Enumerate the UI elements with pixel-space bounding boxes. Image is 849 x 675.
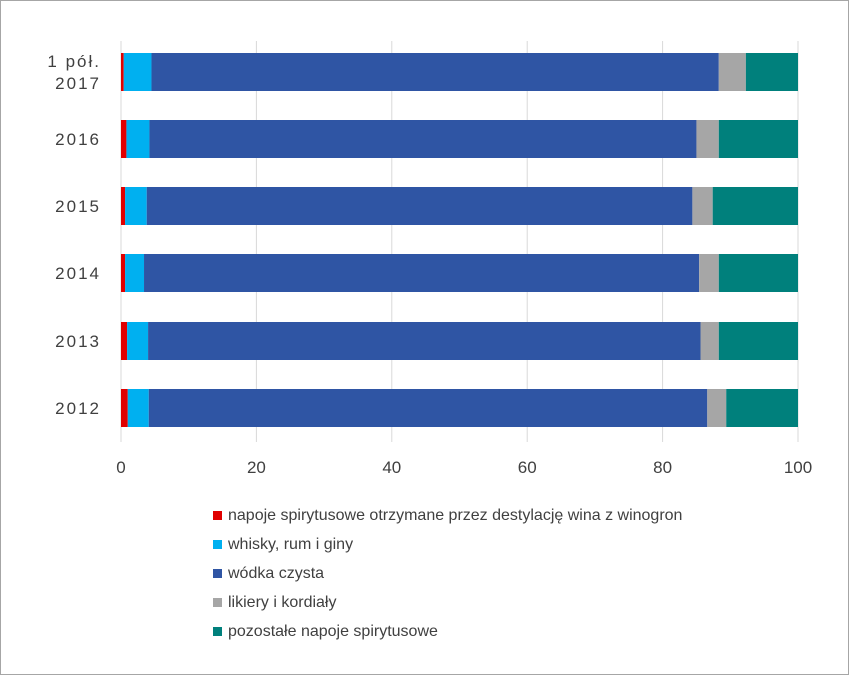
gridlines xyxy=(120,41,799,442)
legend-label-3: likiery i kordiały xyxy=(228,593,337,611)
legend-label-1: whisky, rum i giny xyxy=(228,535,354,553)
bar-segment-1-pół.-2017-series-3 xyxy=(718,53,746,91)
legend-item-3: likiery i kordiały xyxy=(213,588,682,617)
legend-label-2: wódka czysta xyxy=(228,564,325,582)
bar-segment-2012-series-3 xyxy=(707,389,727,427)
bar-segment-2014-series-4 xyxy=(718,254,798,292)
bar-segment-2014-series-1 xyxy=(125,254,145,292)
bar-segment-2014-series-2 xyxy=(144,254,700,292)
bar-segment-2016-series-0 xyxy=(121,120,127,158)
legend-swatch-2 xyxy=(213,569,222,578)
bar-segment-2016-series-1 xyxy=(126,120,150,158)
category-label-5: 2012 xyxy=(55,399,101,418)
bar-segment-1-pół.-2017-series-1 xyxy=(123,53,152,91)
bar-segment-2012-series-2 xyxy=(148,389,708,427)
legend-label-0: napoje spirytusowe otrzymane przez desty… xyxy=(228,506,683,524)
bar-segment-2015-series-4 xyxy=(712,187,798,225)
x-tick-label-40: 40 xyxy=(382,458,401,477)
x-tick-label-60: 60 xyxy=(518,458,537,477)
bar-segment-2013-series-4 xyxy=(718,322,798,360)
bar-segment-2013-series-3 xyxy=(700,322,719,360)
legend-swatch-0 xyxy=(213,511,222,520)
bar-segment-2014-series-0 xyxy=(121,254,126,292)
bars xyxy=(121,53,798,427)
bar-segment-2015-series-1 xyxy=(125,187,147,225)
category-label-0: 1 pół. 2017 xyxy=(47,52,101,93)
bar-segment-2016-series-4 xyxy=(718,120,798,158)
bar-segment-2013-series-0 xyxy=(121,322,128,360)
bar-segment-2013-series-1 xyxy=(127,322,149,360)
bar-segment-2015-series-0 xyxy=(121,187,126,225)
bar-segment-2013-series-2 xyxy=(148,322,701,360)
category-label-1: 2016 xyxy=(55,130,101,149)
legend: napoje spirytusowe otrzymane przez desty… xyxy=(213,501,682,646)
stacked-bar-chart: 1 pół. 2017 2016 2015 2014 2013 2012 0 20 40 60 80… xyxy=(47,41,812,477)
legend-swatch-4 xyxy=(213,627,222,636)
legend-swatch-1 xyxy=(213,540,222,549)
bar-segment-2015-series-2 xyxy=(146,187,693,225)
category-label-2: 2015 xyxy=(55,197,101,216)
bar-segment-1-pół.-2017-series-2 xyxy=(151,53,719,91)
bar-segment-2012-series-4 xyxy=(726,389,798,427)
legend-item-0: napoje spirytusowe otrzymane przez desty… xyxy=(213,501,682,530)
bar-segment-1-pół.-2017-series-4 xyxy=(745,53,798,91)
x-tick-label-80: 80 xyxy=(653,458,672,477)
x-tick-label-0: 0 xyxy=(116,458,125,477)
x-axis-tick-labels: 0 20 40 60 80 100 xyxy=(116,458,812,477)
legend-swatch-3 xyxy=(213,598,222,607)
bar-segment-2012-series-0 xyxy=(121,389,128,427)
legend-label-4: pozostałe napoje spirytusowe xyxy=(228,622,438,640)
category-label-3: 2014 xyxy=(55,264,101,283)
category-labels: 1 pół. 2017 2016 2015 2014 2013 2012 xyxy=(47,52,101,418)
bar-segment-1-pół.-2017-series-0 xyxy=(121,53,124,91)
bar-segment-2014-series-3 xyxy=(699,254,719,292)
legend-item-4: pozostałe napoje spirytusowe xyxy=(213,617,682,646)
bar-segment-2016-series-3 xyxy=(696,120,719,158)
bar-segment-2015-series-3 xyxy=(692,187,713,225)
legend-item-2: wódka czysta xyxy=(213,559,682,588)
legend-item-1: whisky, rum i giny xyxy=(213,530,682,559)
category-label-4: 2013 xyxy=(55,332,101,351)
bar-segment-2016-series-2 xyxy=(149,120,697,158)
bar-segment-2012-series-1 xyxy=(127,389,149,427)
x-tick-label-100: 100 xyxy=(784,458,812,477)
x-tick-label-20: 20 xyxy=(247,458,266,477)
